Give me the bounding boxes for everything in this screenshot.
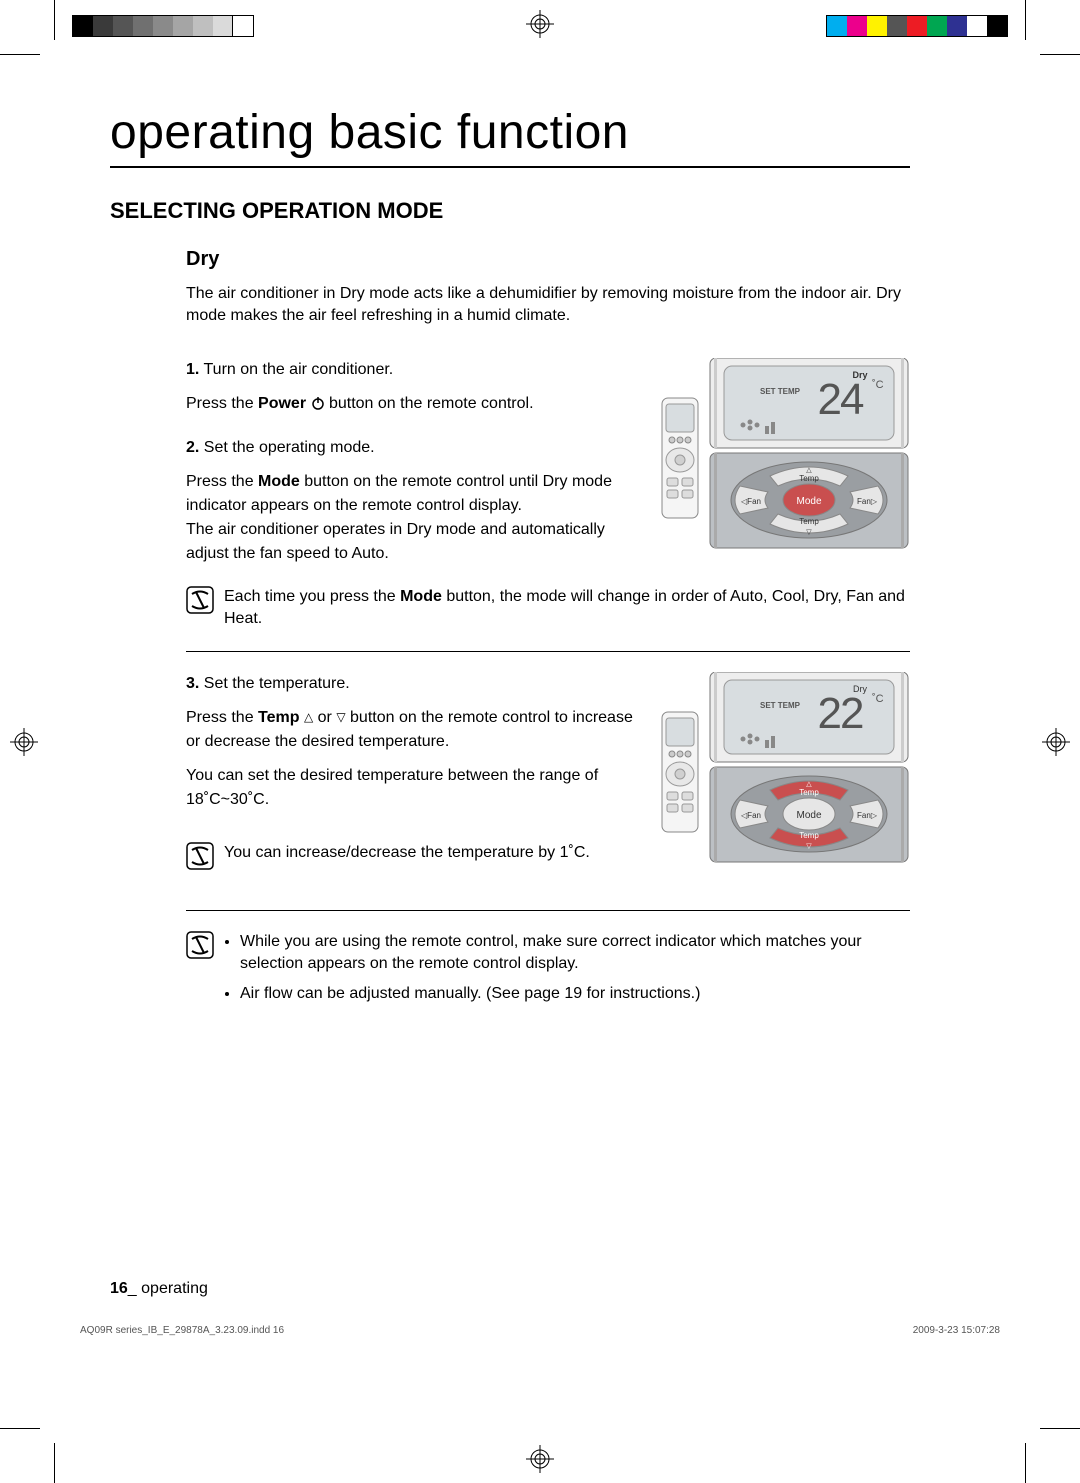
svg-text:Temp: Temp [799,517,819,526]
remote-illustration-1: Dry SET TEMP 24 ˚C △ Temp Temp ▽ ◁Fan Fa… [660,358,910,586]
note-bullet: Air flow can be adjusted manually. (See … [240,983,910,1005]
svg-text:SET TEMP: SET TEMP [760,701,801,710]
step-3: 3. Set the temperature. Press the Temp △… [186,672,640,812]
svg-text:Fan▷: Fan▷ [857,811,878,820]
svg-text:˚C: ˚C [872,693,884,705]
svg-text:▽: ▽ [806,529,812,536]
svg-text:Fan▷: Fan▷ [857,497,878,506]
power-icon [311,396,325,410]
step-body-pre: Press the [186,473,258,490]
step-title: Set the temperature. [204,675,350,692]
divider [186,910,910,911]
registration-mark-icon [526,1445,554,1473]
svg-text:▽: ▽ [806,843,812,850]
divider [186,651,910,652]
registration-mark-icon [1042,728,1070,756]
svg-text:˚C: ˚C [872,379,884,391]
page-number: 16 [110,1280,128,1297]
page-title: operating basic function [110,105,910,168]
step-body-bold: Mode [258,473,300,490]
colorbar-right [826,15,1008,37]
registration-mark-icon [10,728,38,756]
step-number: 2. [186,439,199,456]
registration-mark-icon [526,10,554,38]
mode-heading: Dry [186,248,910,271]
mode-intro: The air conditioner in Dry mode acts lik… [186,283,910,328]
step-body-post: button on the remote control. [329,395,534,412]
svg-text:22: 22 [818,689,863,738]
svg-text:SET TEMP: SET TEMP [760,387,801,396]
colorbar-left [72,15,254,37]
step-number: 3. [186,675,199,692]
note-temp-step: You can increase/decrease the temperatur… [224,842,640,864]
note-bullet: While you are using the remote control, … [240,931,910,976]
triangle-up-icon: △ [304,708,313,726]
note-icon [186,586,214,614]
step-2: 2. Set the operating mode. Press the Mod… [186,436,640,566]
note-icon [186,842,214,870]
step-body-bold: Temp [258,709,299,726]
svg-text:◁Fan: ◁Fan [741,497,761,506]
section-heading: SELECTING OPERATION MODE [110,198,910,224]
note-pre: Each time you press the [224,588,400,605]
step-body-extra: You can set the desired temperature betw… [186,764,640,812]
svg-text:△: △ [806,467,812,474]
svg-text:24: 24 [818,375,864,424]
step-body-pre: Press the [186,709,258,726]
step-body-extra: The air conditioner operates in Dry mode… [186,518,640,566]
step-title: Turn on the air conditioner. [204,361,394,378]
svg-text:◁Fan: ◁Fan [741,811,761,820]
svg-text:Temp: Temp [799,474,819,483]
step-body-pre: Press the [186,395,258,412]
footer-label: _ operating [128,1280,208,1297]
imprint-left: AQ09R series_IB_E_29878A_3.23.09.indd 16 [80,1325,284,1336]
remote-illustration-2: Dry SET TEMP 22 ˚C △ Temp Temp ▽ ◁Fan Fa… [660,672,910,890]
note-bold: Mode [400,588,442,605]
triangle-down-icon: ▽ [336,708,345,726]
step-1: 1. Turn on the air conditioner. Press th… [186,358,640,416]
svg-text:Temp: Temp [799,831,819,840]
step-number: 1. [186,361,199,378]
step-title: Set the operating mode. [204,439,375,456]
note-icon [186,931,214,959]
svg-text:Mode: Mode [796,810,821,821]
svg-text:△: △ [806,781,812,788]
imprint-right: 2009-3-23 15:07:28 [913,1325,1000,1336]
svg-text:Mode: Mode [796,496,821,507]
page-footer: 16_ operating [110,1280,208,1298]
step-body-bold: Power [258,395,306,412]
svg-text:Temp: Temp [799,788,819,797]
